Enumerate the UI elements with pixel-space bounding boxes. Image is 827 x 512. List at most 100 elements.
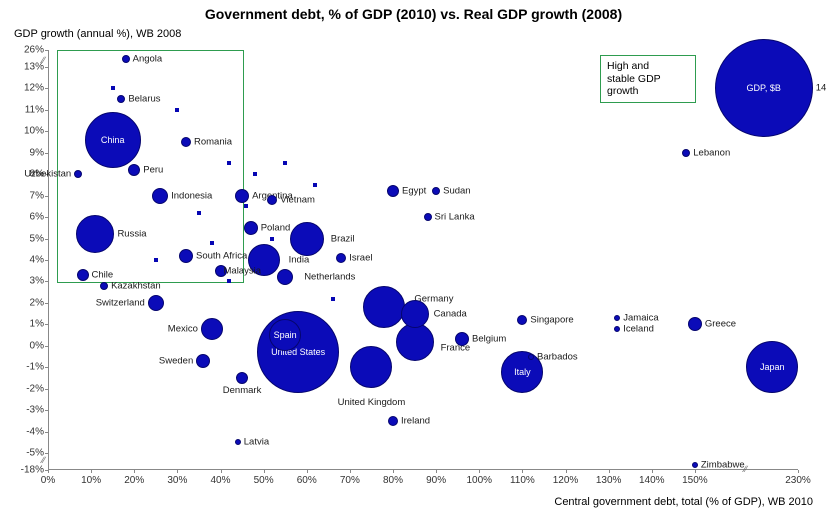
- y-tick-mark: [45, 88, 48, 89]
- bubble-label: Egypt: [402, 186, 426, 197]
- y-tick-label: -4%: [8, 426, 44, 437]
- x-axis-title: Central government debt, total (% of GDP…: [554, 496, 813, 508]
- bubble-belgium: [455, 332, 469, 346]
- bubble-label: United Kingdom: [338, 397, 406, 408]
- bubble-angola: [122, 55, 130, 63]
- x-tick-mark: [609, 470, 610, 473]
- x-tick-label: 130%: [596, 475, 622, 486]
- bubble-jamaica: [614, 315, 620, 321]
- bubble-united-kingdom: [350, 346, 392, 388]
- y-tick-label: 6%: [8, 212, 44, 223]
- y-tick-label: 3%: [8, 276, 44, 287]
- minor-point: [111, 86, 115, 90]
- bubble-chile: [77, 269, 89, 281]
- size-legend-label: GDP, $B: [747, 83, 781, 93]
- y-tick-label: -1%: [8, 362, 44, 373]
- minor-point: [227, 279, 231, 283]
- axis-break-icon: ∕∕: [42, 457, 45, 463]
- x-tick-mark: [264, 470, 265, 473]
- bubble-label: Sri Lanka: [435, 212, 475, 223]
- bubble-label: Kazakhstan: [111, 280, 161, 291]
- bubble-label: Brazil: [331, 233, 355, 244]
- x-tick-label: 80%: [383, 475, 403, 486]
- y-tick-label: -18%: [8, 465, 44, 476]
- bubble-label: Uzbekistan: [24, 169, 75, 180]
- x-tick-label: 10%: [81, 475, 101, 486]
- bubble-label: Denmark: [223, 385, 262, 396]
- x-tick-mark: [652, 470, 653, 473]
- bubble-label: Malaysia: [224, 265, 262, 276]
- bubble-label: Japan: [760, 362, 785, 372]
- bubble-iceland: [614, 326, 620, 332]
- y-tick-mark: [45, 67, 48, 68]
- bubble-germany: [363, 286, 405, 328]
- y-tick-label: 11%: [8, 104, 44, 115]
- minor-point: [175, 108, 179, 112]
- y-tick-mark: [45, 453, 48, 454]
- x-tick-label: 140%: [639, 475, 665, 486]
- x-tick-mark: [566, 470, 567, 473]
- bubble-label: Barbados: [537, 351, 578, 362]
- y-tick-mark: [45, 281, 48, 282]
- y-tick-label: -3%: [8, 405, 44, 416]
- bubble-kazakhstan: [100, 282, 108, 290]
- minor-point: [154, 258, 158, 262]
- bubble-label: Lebanon: [693, 147, 730, 158]
- y-tick-label: 12%: [8, 83, 44, 94]
- x-tick-label: 50%: [254, 475, 274, 486]
- bubble-label: South Africa: [196, 250, 247, 261]
- bubble-greece: [688, 317, 702, 331]
- bubble-sudan: [432, 187, 440, 195]
- x-tick-label: 40%: [210, 475, 230, 486]
- bubble-label: Jamaica: [623, 312, 658, 323]
- bubble-label: Poland: [261, 222, 291, 233]
- y-tick-mark: [45, 239, 48, 240]
- y-tick-label: 26%: [8, 45, 44, 56]
- minor-point: [210, 241, 214, 245]
- x-tick-label: 30%: [167, 475, 187, 486]
- bubble-indonesia: [152, 188, 168, 204]
- x-tick-label: 70%: [340, 475, 360, 486]
- bubble-brazil: [290, 222, 324, 256]
- x-tick-mark: [48, 470, 49, 473]
- y-tick-label: 0%: [8, 340, 44, 351]
- bubble-singapore: [517, 315, 527, 325]
- bubble-label: Italy: [514, 367, 531, 377]
- minor-point: [313, 183, 317, 187]
- x-tick-label: 150%: [682, 475, 708, 486]
- y-tick-label: 13%: [8, 61, 44, 72]
- size-legend-value: 14,582: [816, 83, 827, 94]
- bubble-label: Switzerland: [96, 297, 149, 308]
- bubble-sweden: [196, 354, 210, 368]
- bubble-label: Netherlands: [304, 272, 355, 283]
- bubble-netherlands: [277, 269, 293, 285]
- y-tick-label: -5%: [8, 448, 44, 459]
- x-tick-mark: [307, 470, 308, 473]
- y-tick-mark: [45, 50, 48, 51]
- y-tick-label: 1%: [8, 319, 44, 330]
- bubble-label: Russia: [117, 229, 146, 240]
- bubble-sri-lanka: [424, 213, 432, 221]
- axis-break-icon: ∕∕: [42, 57, 45, 63]
- bubble-label: Angola: [133, 54, 163, 65]
- bubble-latvia: [235, 439, 241, 445]
- bubble-label: Latvia: [244, 437, 269, 448]
- y-tick-mark: [45, 367, 48, 368]
- y-tick-label: -2%: [8, 383, 44, 394]
- y-axis-title: GDP growth (annual %), WB 2008: [14, 28, 181, 40]
- bubble-peru: [128, 164, 140, 176]
- legend-line: stable GDP: [607, 73, 689, 86]
- x-tick-label: 0%: [41, 475, 55, 486]
- y-tick-mark: [45, 432, 48, 433]
- bubble-label: Peru: [143, 164, 163, 175]
- y-tick-mark: [45, 217, 48, 218]
- y-tick-mark: [45, 131, 48, 132]
- x-tick-mark: [221, 470, 222, 473]
- y-tick-mark: [45, 410, 48, 411]
- x-tick-mark: [436, 470, 437, 473]
- x-tick-mark: [134, 470, 135, 473]
- y-tick-label: 4%: [8, 255, 44, 266]
- bubble-uzbekistan: [74, 170, 82, 178]
- minor-point: [331, 297, 335, 301]
- legend-box: High andstable GDPgrowth: [600, 55, 696, 103]
